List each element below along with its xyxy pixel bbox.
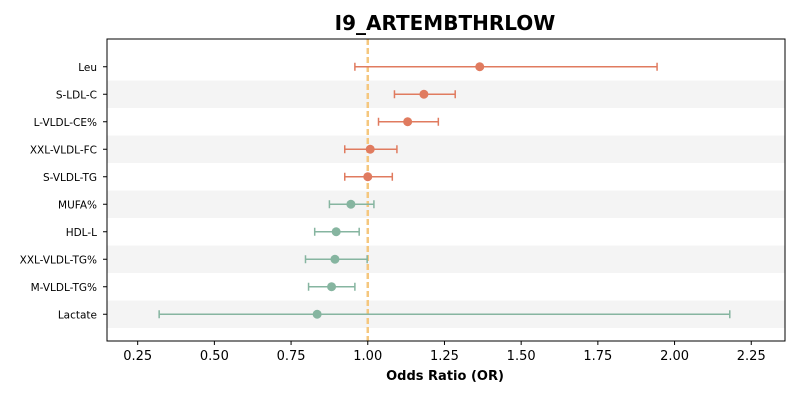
or-point bbox=[327, 282, 337, 292]
or-point bbox=[363, 172, 373, 182]
y-tick-label: S-LDL-C bbox=[56, 89, 97, 101]
row-band bbox=[107, 245, 785, 273]
y-axis: Leu S-LDL-C L-VLDL-CE% XXL-VLDL-FC S-VLDL-TG… bbox=[20, 62, 107, 321]
y-tick-label: XXL-VLDL-TG% bbox=[20, 254, 97, 266]
or-point bbox=[346, 199, 356, 209]
x-axis-title: Odds Ratio (OR) bbox=[386, 369, 504, 384]
y-tick-label: Lactate bbox=[58, 309, 97, 321]
row-bands bbox=[107, 80, 785, 328]
x-tick-label: 1.25 bbox=[430, 349, 459, 364]
or-point bbox=[330, 254, 340, 264]
or-point bbox=[475, 62, 485, 72]
y-tick-label: S-VLDL-TG bbox=[43, 172, 97, 184]
x-tick-label: 1.75 bbox=[583, 349, 612, 364]
x-tick-label: 2.00 bbox=[660, 349, 689, 364]
x-tick-label: 2.25 bbox=[737, 349, 766, 364]
x-tick-label: 0.50 bbox=[200, 349, 229, 364]
y-tick-label: XXL-VLDL-FC bbox=[30, 144, 97, 156]
y-tick-label: L-VLDL-CE% bbox=[34, 117, 97, 129]
or-point bbox=[365, 144, 375, 154]
or-point bbox=[312, 309, 322, 319]
or-point bbox=[419, 89, 429, 99]
row-band bbox=[107, 135, 785, 163]
x-axis: 0.25 0.50 0.75 1.00 1.25 1.50 1.75 2.00 2.25 bbox=[123, 341, 766, 364]
or-point bbox=[331, 227, 341, 237]
y-tick-label: HDL-L bbox=[66, 227, 97, 239]
chart-title: I9_ARTEMBTHRLOW bbox=[335, 11, 556, 35]
x-tick-label: 1.00 bbox=[353, 349, 382, 364]
y-tick-label: Leu bbox=[78, 62, 97, 74]
x-tick-label: 0.75 bbox=[277, 349, 306, 364]
y-tick-label: M-VLDL-TG% bbox=[31, 282, 97, 294]
or-point bbox=[403, 117, 413, 127]
row-band bbox=[107, 190, 785, 218]
plot-frame bbox=[106, 38, 786, 342]
x-tick-label: 1.50 bbox=[507, 349, 536, 364]
x-tick-label: 0.25 bbox=[123, 349, 152, 364]
y-tick-label: MUFA% bbox=[58, 199, 97, 211]
data-marks bbox=[158, 62, 731, 319]
